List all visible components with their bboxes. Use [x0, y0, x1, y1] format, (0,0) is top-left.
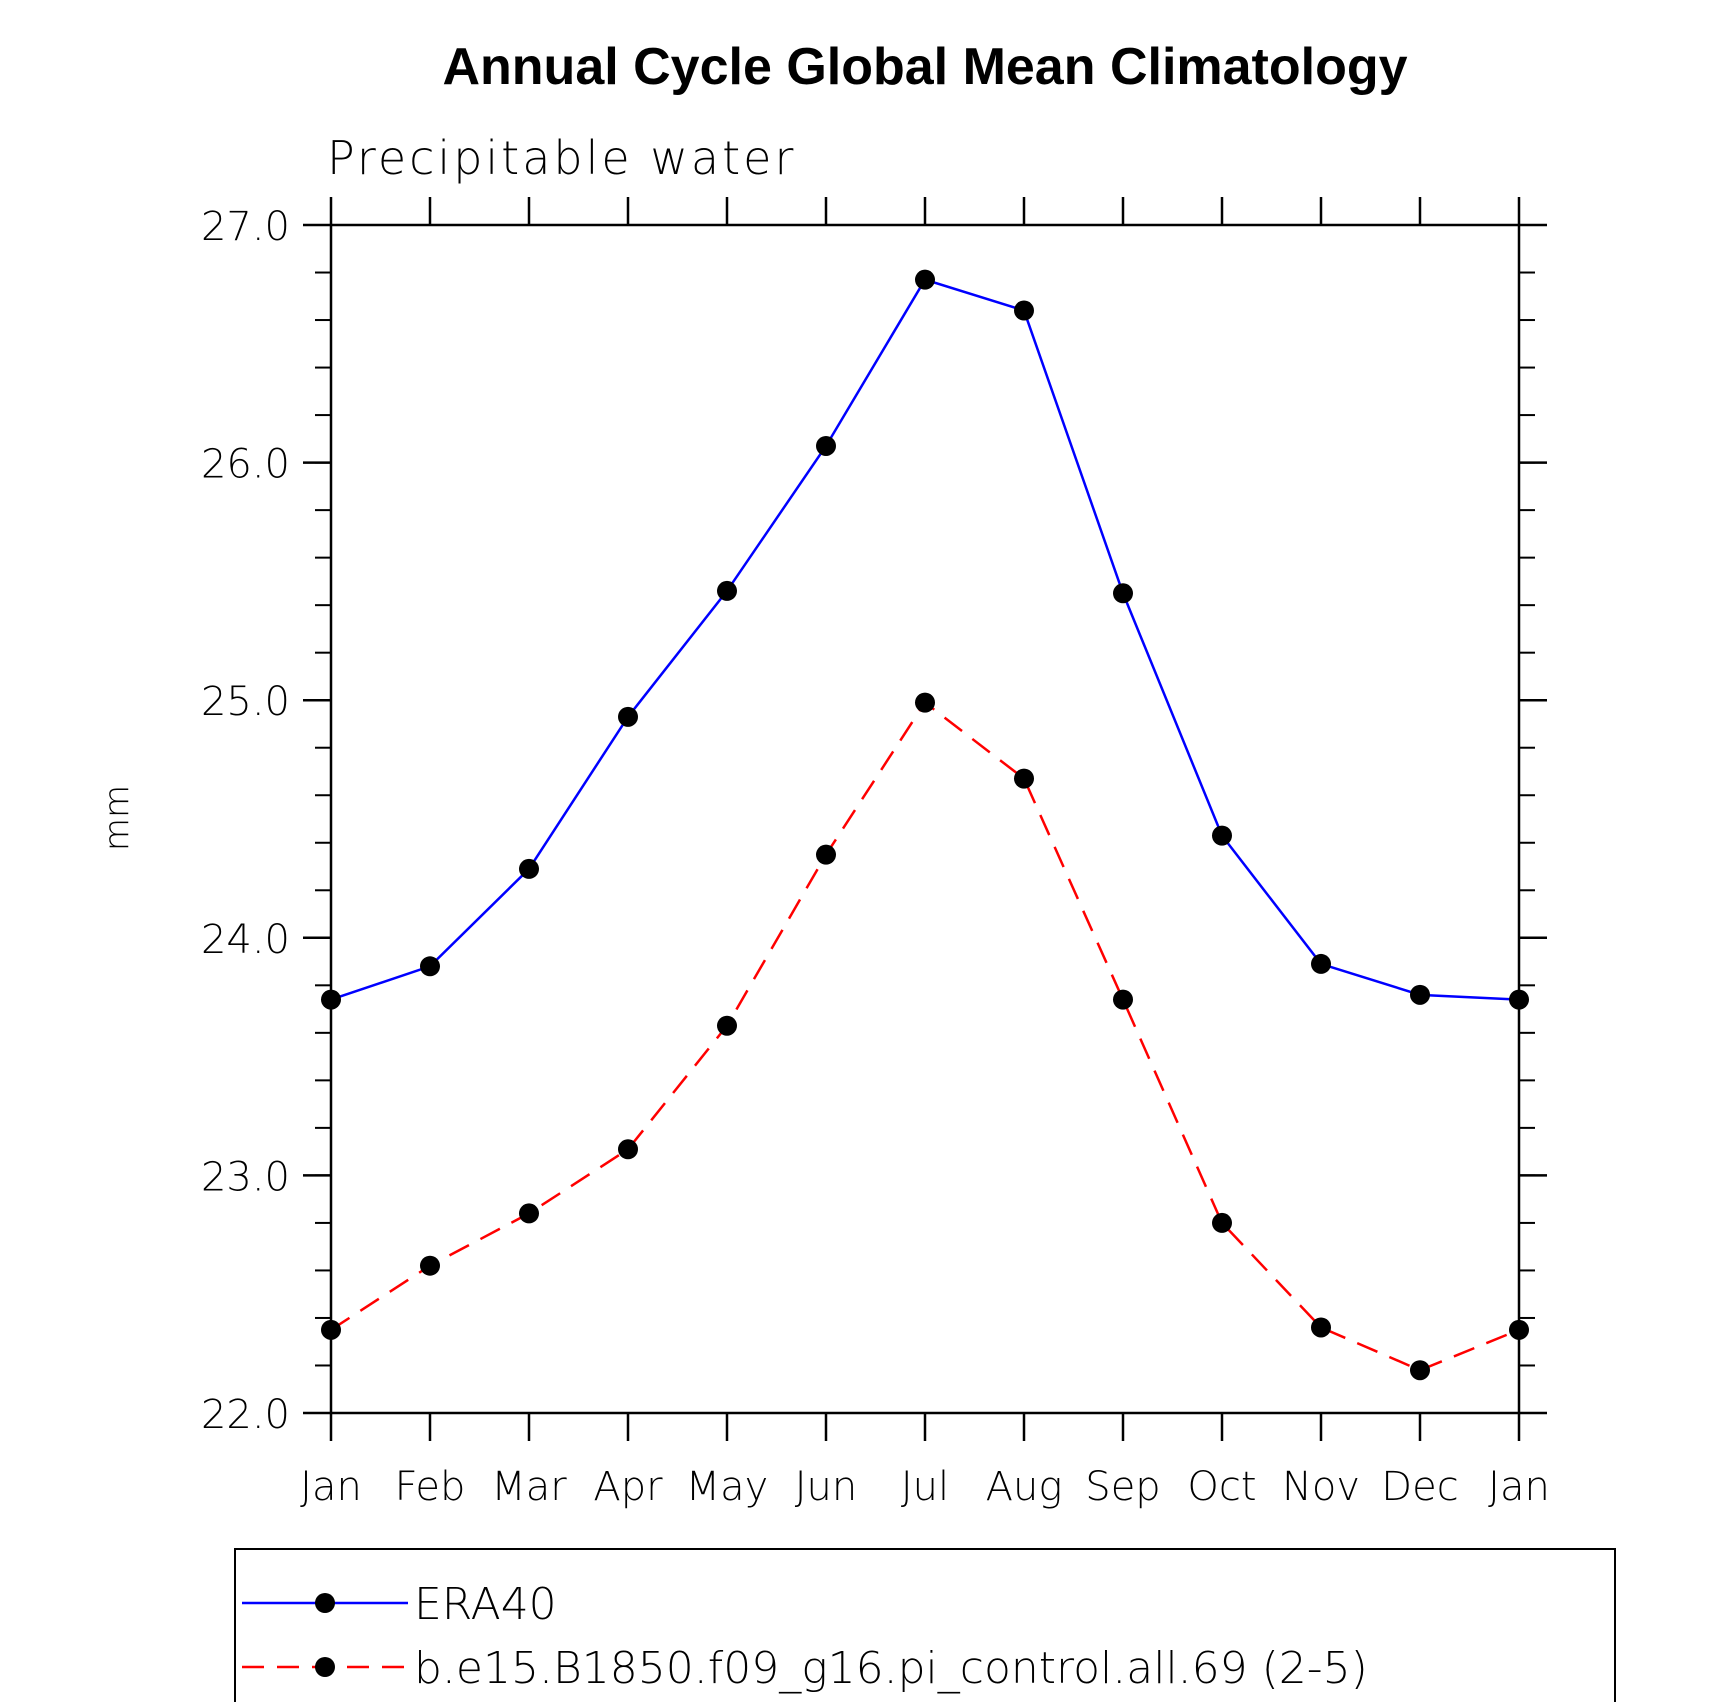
- series-1-point: [1410, 1360, 1430, 1381]
- y-tick-label: 26.0: [201, 442, 290, 488]
- series-0-point: [1509, 989, 1529, 1010]
- series-line-1: [330, 700, 1520, 1372]
- series-1-point: [816, 844, 836, 865]
- x-tick-label: Sep: [1085, 1464, 1160, 1510]
- series-1-point: [1212, 1212, 1232, 1233]
- series-0-point: [1410, 984, 1430, 1005]
- x-tick-label: Jul: [901, 1464, 949, 1510]
- legend-marker-0: [315, 1593, 335, 1613]
- series-1-point: [519, 1203, 539, 1224]
- series-1-point: [1113, 989, 1133, 1010]
- x-tick-label: Feb: [395, 1464, 466, 1510]
- series-0-point: [1311, 953, 1331, 974]
- y-axis-label: mm: [97, 785, 137, 851]
- series-0-point: [816, 435, 836, 456]
- series-0-point: [420, 956, 440, 977]
- x-tick-label: May: [686, 1464, 769, 1510]
- series-0-point: [321, 989, 341, 1010]
- y-tick-labels: 22.0 23.0 24.0 25.0 26.0 27.0: [201, 204, 290, 1438]
- axis-ticks: [303, 197, 1547, 1441]
- x-tick-label: Jan: [1488, 1464, 1550, 1510]
- chart-title: Annual Cycle Global Mean Climatology: [442, 38, 1407, 96]
- series-1-point: [618, 1139, 638, 1160]
- legend-label-0: ERA40: [414, 1579, 557, 1630]
- x-tick-label: Mar: [491, 1464, 567, 1510]
- legend-marker-1: [315, 1657, 335, 1677]
- y-tick-label: 22.0: [201, 1392, 290, 1438]
- x-tick-label: Nov: [1282, 1464, 1360, 1510]
- series-0-point: [1014, 300, 1034, 321]
- x-tick-label: Jun: [795, 1464, 858, 1510]
- series-0-point: [1113, 583, 1133, 604]
- series-1-point: [1509, 1319, 1529, 1340]
- x-tick-label: Apr: [593, 1464, 663, 1510]
- series-layer: [321, 269, 1529, 1381]
- series-0-point: [717, 580, 737, 601]
- series-0-point: [1212, 825, 1232, 846]
- series-1-point: [915, 692, 935, 713]
- series-1-point: [1014, 768, 1034, 789]
- y-tick-label: 23.0: [201, 1154, 290, 1200]
- x-tick-label: Aug: [986, 1464, 1063, 1510]
- x-tick-labels: Jan Feb Mar Apr May Jun Jul Aug Sep Oct Nov Dec Jan: [300, 1464, 1550, 1510]
- x-tick-label: Dec: [1381, 1464, 1458, 1510]
- series-0-point: [915, 269, 935, 290]
- legend: ERA40 b.e15.B1850.f09_g16.pi_control.all.…: [242, 1579, 1368, 1694]
- x-tick-label: Oct: [1187, 1464, 1256, 1510]
- plot-frame: [329, 223, 1521, 1415]
- y-tick-label: 25.0: [201, 679, 290, 725]
- series-1-point: [1311, 1317, 1331, 1338]
- series-1-point: [420, 1255, 440, 1276]
- legend-box: [234, 1548, 1616, 1702]
- series-1-point: [717, 1015, 737, 1036]
- series-1-point: [321, 1319, 341, 1340]
- y-tick-label: 27.0: [201, 204, 290, 250]
- series-0-point: [519, 858, 539, 879]
- legend-label-1: b.e15.B1850.f09_g16.pi_control.all.69 (2…: [414, 1643, 1368, 1694]
- series-0-point: [618, 706, 638, 727]
- chart-subtitle: Precipitable water: [327, 131, 796, 185]
- y-tick-label: 24.0: [201, 917, 290, 963]
- series-line-0: [330, 278, 1520, 1001]
- x-tick-label: Jan: [300, 1464, 362, 1510]
